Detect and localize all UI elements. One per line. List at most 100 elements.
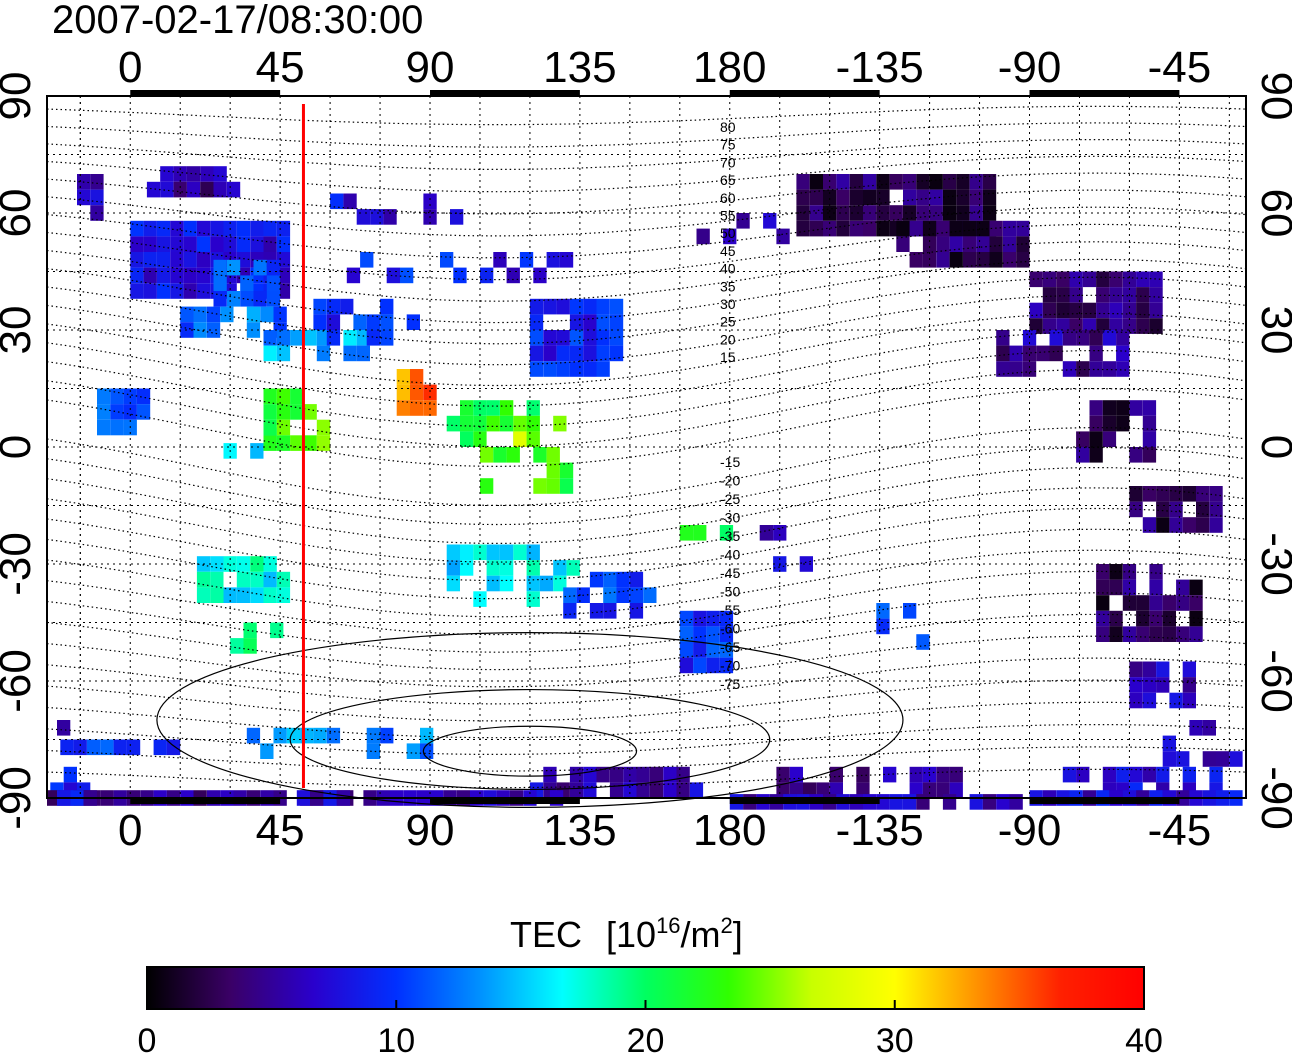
contour-line <box>46 507 1247 582</box>
tec-cell <box>1122 302 1137 319</box>
tec-cell <box>903 603 917 619</box>
tec-cell <box>1022 345 1037 362</box>
tec-cell <box>996 345 1010 362</box>
tec-cell <box>1142 677 1157 693</box>
tec-cell <box>1169 501 1183 518</box>
tec-cell <box>942 794 957 810</box>
contour-label: -60 <box>720 621 740 637</box>
tec-cell <box>1149 579 1163 596</box>
tec-cell <box>226 291 241 307</box>
tec-cell <box>863 220 877 237</box>
tec-cell <box>110 419 124 436</box>
tec-cell <box>609 330 624 346</box>
tec-cell <box>1029 302 1043 319</box>
frame-bar <box>130 90 281 96</box>
tec-cell <box>929 174 943 190</box>
contour-line <box>46 258 1247 324</box>
tec-cell <box>170 267 184 284</box>
tec-cell <box>556 330 570 346</box>
tec-cell <box>829 766 843 783</box>
contour-label: -70 <box>720 658 740 674</box>
tec-cell <box>936 220 950 237</box>
tec-cell <box>113 739 127 756</box>
tec-cell <box>500 575 514 592</box>
tec-cell <box>123 404 137 420</box>
tec-cell <box>193 322 207 338</box>
tec-cell <box>266 259 281 276</box>
tec-cell <box>996 330 1010 346</box>
tec-cell <box>989 252 1003 268</box>
tec-cell <box>982 794 997 810</box>
tec-cell <box>230 638 244 654</box>
frame-bar <box>430 90 580 96</box>
tec-cell <box>1136 595 1150 611</box>
tec-cell <box>173 181 187 198</box>
tec-cell <box>1036 345 1050 362</box>
tec-cell <box>949 236 963 252</box>
tec-cell <box>526 400 540 416</box>
tec-cell <box>1129 661 1143 678</box>
tec-cell <box>276 330 291 346</box>
tec-cell <box>949 220 963 237</box>
figure-title: 2007-02-17/08:30:00 <box>52 0 424 42</box>
tec-cell <box>589 603 604 619</box>
tec-cell <box>876 220 890 237</box>
tec-cell <box>543 361 557 377</box>
lon-tick-label-top: 90 <box>406 43 455 92</box>
lon-tick-label-bottom: 0 <box>118 806 142 855</box>
tec-cell <box>1116 330 1130 346</box>
tec-cell <box>889 174 903 190</box>
tec-cell <box>246 727 261 744</box>
contour-label: -30 <box>720 510 740 526</box>
tec-cell <box>876 174 890 190</box>
tec-cell <box>250 443 264 459</box>
tec-cell <box>809 189 823 206</box>
tec-cell <box>110 404 124 420</box>
tec-cell <box>1136 626 1150 642</box>
tec-cell <box>396 400 410 416</box>
tec-cell <box>236 220 251 237</box>
tec-cell <box>396 384 410 401</box>
tec-cell <box>566 560 580 576</box>
tec-cell <box>706 610 720 627</box>
tec-cell <box>1202 751 1216 767</box>
tec-cell <box>773 525 787 541</box>
contour-line <box>46 206 1247 259</box>
tec-cell <box>526 544 540 561</box>
tec-cell <box>776 766 790 783</box>
tec-cell <box>1182 677 1196 693</box>
tec-cell <box>836 174 850 190</box>
tec-cell <box>423 193 437 210</box>
frame-bar <box>1029 90 1180 96</box>
tec-cell <box>546 462 560 479</box>
contour-line <box>46 312 1247 387</box>
contour-line <box>46 446 1247 526</box>
tec-cell <box>799 556 813 572</box>
tec-cell <box>1076 361 1090 377</box>
contour-label: 70 <box>720 154 736 170</box>
tec-cell <box>1169 517 1183 533</box>
tec-cell <box>546 252 560 268</box>
tec-cell <box>1156 486 1170 502</box>
contour-line <box>46 105 1247 126</box>
tec-cell <box>340 298 354 315</box>
tec-cell <box>863 189 877 206</box>
lat-tick-label-left: 90 <box>0 72 40 121</box>
tec-cell <box>366 727 380 744</box>
tec-cell <box>1196 517 1210 533</box>
contour-line <box>46 368 1247 448</box>
contour-line <box>46 331 1247 407</box>
tec-cell <box>213 166 227 182</box>
tec-cell <box>143 252 157 268</box>
tec-cell <box>313 314 327 330</box>
tec-cell <box>1009 345 1023 362</box>
tec-cell <box>1129 766 1143 783</box>
tec-cell <box>1109 287 1123 303</box>
tec-cell <box>1109 626 1123 642</box>
tec-cell <box>1189 595 1203 611</box>
tec-cell <box>1102 400 1117 416</box>
tec-cell <box>942 205 957 221</box>
tec-cell <box>193 306 207 323</box>
tec-cell <box>1169 692 1183 709</box>
tec-cell <box>1069 271 1083 288</box>
